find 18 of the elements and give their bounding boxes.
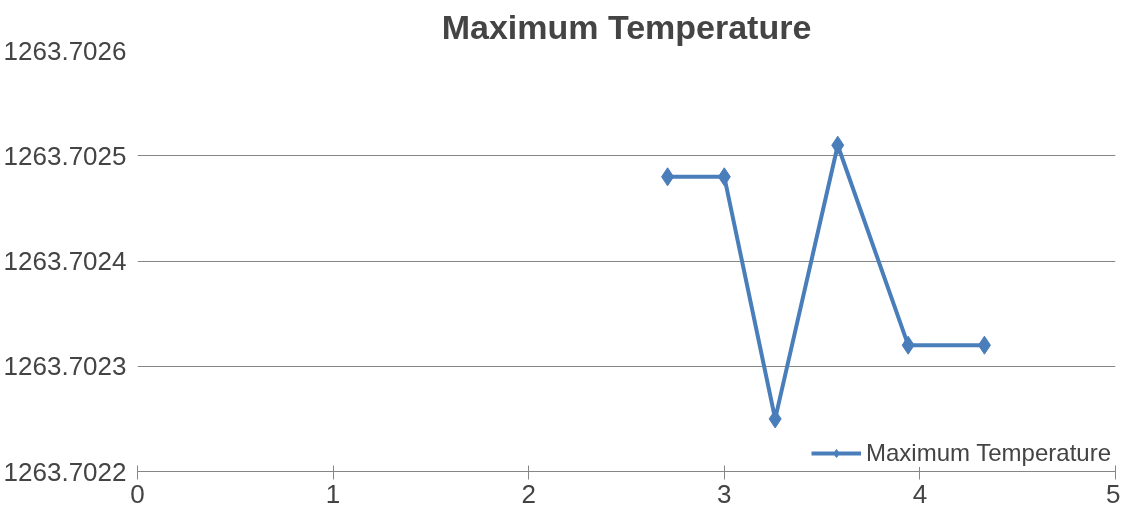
x-tick-label: 5 [1106, 478, 1121, 509]
y-tick-label: 1263.7022 [3, 456, 127, 487]
point [831, 135, 845, 155]
y-tick-label: 1263.7026 [3, 35, 127, 66]
legend-label: Maximum Temperature [866, 439, 1111, 467]
y-tick-label: 1263.7023 [3, 351, 127, 382]
chart-title: Maximum Temperature [441, 7, 812, 46]
x-tick-label: 3 [717, 478, 732, 509]
y-tick-label: 1263.7024 [3, 246, 127, 276]
x-tick-label: 4 [912, 478, 928, 509]
point [661, 167, 675, 187]
point [901, 335, 915, 355]
x-tick-label: 0 [130, 478, 145, 509]
x-tick-label: 2 [521, 478, 536, 509]
point [977, 335, 991, 355]
y-tick-label: 1263.7025 [3, 140, 127, 171]
point [717, 167, 731, 187]
x-tick-label: 1 [325, 478, 341, 509]
